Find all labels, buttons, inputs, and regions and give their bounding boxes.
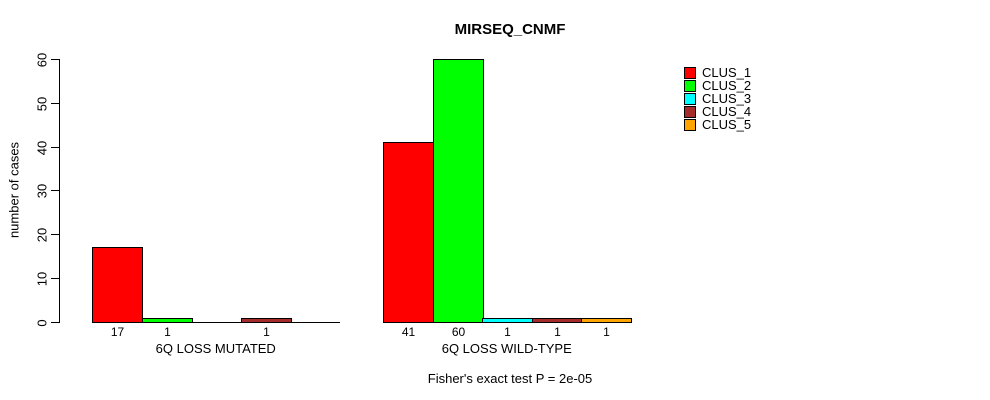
- legend-label: CLUS_4: [702, 104, 752, 119]
- group-label: 6Q LOSS MUTATED: [155, 341, 276, 356]
- y-tick-label: 10: [34, 271, 50, 286]
- y-tick-mark: [51, 147, 59, 148]
- legend-entry-clus_2: CLUS_2: [684, 79, 751, 92]
- chart-title: MIRSEQ_CNMF: [454, 21, 566, 38]
- y-tick-label: 50: [34, 96, 50, 111]
- bar-value-label: 1: [554, 325, 561, 339]
- y-tick-mark: [51, 278, 59, 279]
- y-axis-label: number of cases: [6, 141, 22, 239]
- y-tick-mark: [51, 322, 59, 323]
- legend-entry-clus_1: CLUS_1: [684, 66, 751, 79]
- legend-swatch-icon: [684, 66, 696, 79]
- legend-swatch-icon: [684, 92, 696, 105]
- y-tick-label: 60: [34, 52, 50, 67]
- legend: CLUS_1 CLUS_2 CLUS_3 CLUS_4 CLUS_5: [684, 66, 751, 131]
- bar-value-label: 17: [110, 325, 125, 339]
- bar-6q-loss-mutated-clus_1: [92, 247, 143, 323]
- group-label: 6Q LOSS WILD-TYPE: [441, 341, 572, 356]
- legend-label: CLUS_1: [702, 65, 752, 80]
- legend-swatch-icon: [684, 79, 696, 92]
- y-axis-line: [59, 59, 60, 323]
- legend-entry-clus_4: CLUS_4: [684, 105, 751, 118]
- bar-6q-loss-wild-type-clus_4: [532, 318, 583, 323]
- y-tick-mark: [51, 59, 59, 60]
- bar-value-label: 60: [451, 325, 466, 339]
- legend-label: CLUS_2: [702, 78, 752, 93]
- bar-value-label: 1: [263, 325, 270, 339]
- y-tick-mark: [51, 234, 59, 235]
- legend-swatch-icon: [684, 105, 696, 118]
- legend-label: CLUS_5: [702, 117, 752, 132]
- bar-value-label: 1: [504, 325, 511, 339]
- bar-value-label: 41: [401, 325, 416, 339]
- bar-6q-loss-wild-type-clus_1: [383, 142, 434, 323]
- bar-6q-loss-mutated-clus_4: [241, 318, 292, 323]
- y-tick-mark: [51, 190, 59, 191]
- bar-6q-loss-mutated-clus_2: [142, 318, 193, 323]
- y-tick-label: 0: [34, 318, 50, 327]
- bar-6q-loss-wild-type-clus_2: [433, 59, 484, 323]
- y-tick-label: 40: [34, 140, 50, 155]
- legend-entry-clus_3: CLUS_3: [684, 92, 751, 105]
- bar-6q-loss-wild-type-clus_3: [482, 318, 533, 323]
- legend-entry-clus_5: CLUS_5: [684, 118, 751, 131]
- y-tick-label: 20: [34, 227, 50, 242]
- x-axis-baseline: [92, 322, 340, 323]
- stat-test-caption: Fisher's exact test P = 2e-05: [427, 371, 593, 386]
- bar-value-label: 1: [164, 325, 171, 339]
- bar-value-label: 1: [603, 325, 610, 339]
- y-tick-mark: [51, 103, 59, 104]
- y-tick-label: 30: [34, 183, 50, 198]
- legend-label: CLUS_3: [702, 91, 752, 106]
- legend-swatch-icon: [684, 118, 696, 131]
- bar-6q-loss-wild-type-clus_5: [581, 318, 632, 323]
